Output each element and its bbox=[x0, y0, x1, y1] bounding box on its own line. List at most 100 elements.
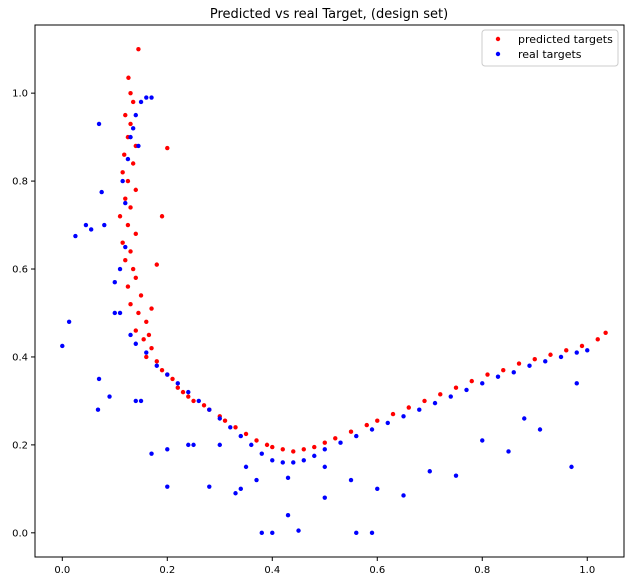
data-point bbox=[186, 389, 191, 395]
data-point bbox=[126, 75, 131, 80]
data-point bbox=[322, 440, 327, 445]
data-point bbox=[348, 429, 354, 434]
data-point bbox=[217, 442, 222, 448]
data-point bbox=[186, 442, 191, 448]
data-point bbox=[128, 332, 133, 338]
data-point bbox=[130, 161, 136, 166]
data-point bbox=[427, 469, 432, 474]
legend-label-predicted: predicted targets bbox=[518, 33, 613, 46]
data-point bbox=[270, 458, 275, 463]
data-point bbox=[291, 449, 296, 454]
data-point bbox=[96, 121, 102, 127]
data-point bbox=[144, 95, 149, 100]
data-point bbox=[285, 475, 291, 481]
data-point bbox=[259, 451, 264, 456]
data-point bbox=[170, 376, 175, 382]
data-point bbox=[238, 486, 243, 492]
data-point bbox=[123, 200, 128, 206]
data-point bbox=[120, 178, 125, 184]
data-point bbox=[401, 414, 406, 419]
x-axis: 0.0 0.2 0.4 0.6 0.8 1.0 bbox=[54, 557, 595, 576]
data-point bbox=[128, 205, 133, 210]
data-point bbox=[369, 427, 375, 432]
data-point bbox=[128, 301, 133, 307]
data-point bbox=[254, 477, 259, 483]
legend-label-real: real targets bbox=[518, 48, 582, 61]
data-point bbox=[144, 350, 149, 355]
y-tick-label: 0.4 bbox=[12, 352, 28, 363]
data-point bbox=[149, 306, 154, 311]
data-point bbox=[527, 363, 532, 368]
data-point bbox=[333, 436, 338, 441]
data-point bbox=[154, 359, 159, 364]
data-point bbox=[117, 310, 123, 316]
data-point bbox=[120, 170, 125, 175]
data-point bbox=[338, 440, 343, 445]
y-tick-label: 0.6 bbox=[12, 265, 28, 276]
data-point bbox=[154, 262, 159, 267]
data-point bbox=[133, 187, 138, 193]
data-point bbox=[125, 156, 131, 162]
data-point bbox=[159, 214, 165, 219]
data-point bbox=[228, 425, 233, 430]
data-point bbox=[238, 433, 243, 439]
data-point bbox=[291, 460, 296, 465]
data-point bbox=[585, 348, 590, 353]
data-point bbox=[233, 491, 238, 496]
data-point bbox=[464, 387, 469, 393]
data-point bbox=[375, 486, 380, 492]
data-point bbox=[138, 398, 144, 404]
y-tick-label: 0.0 bbox=[12, 528, 28, 539]
data-point bbox=[354, 530, 359, 536]
data-point bbox=[233, 425, 238, 430]
data-point bbox=[102, 222, 107, 228]
data-point bbox=[83, 222, 89, 228]
data-point bbox=[133, 231, 138, 237]
data-point bbox=[133, 112, 138, 118]
data-point bbox=[322, 447, 327, 452]
data-point bbox=[159, 367, 165, 373]
data-point bbox=[390, 411, 396, 417]
data-point bbox=[96, 376, 102, 382]
data-point bbox=[249, 442, 254, 448]
data-point bbox=[66, 319, 72, 324]
data-point bbox=[469, 378, 474, 384]
data-point bbox=[133, 328, 138, 333]
data-point bbox=[133, 275, 138, 281]
data-point bbox=[322, 464, 327, 470]
data-point bbox=[270, 530, 275, 536]
data-point bbox=[375, 418, 380, 423]
data-point bbox=[123, 244, 128, 250]
data-point bbox=[438, 392, 443, 397]
x-tick-label: 0.8 bbox=[474, 565, 490, 576]
y-tick-label: 0.8 bbox=[12, 177, 28, 188]
data-point bbox=[280, 447, 285, 452]
data-point bbox=[243, 464, 249, 470]
data-point bbox=[312, 453, 317, 459]
data-point bbox=[123, 196, 128, 201]
data-point bbox=[141, 337, 146, 342]
data-point bbox=[364, 422, 369, 428]
data-point bbox=[73, 233, 78, 239]
data-point bbox=[112, 280, 117, 285]
data-point bbox=[128, 121, 133, 127]
data-point bbox=[117, 266, 123, 272]
chart-title: Predicted vs real Target, (design set) bbox=[210, 7, 448, 22]
data-point bbox=[138, 99, 144, 105]
data-point bbox=[207, 407, 212, 412]
data-point bbox=[348, 477, 354, 483]
data-point bbox=[123, 258, 128, 263]
data-point bbox=[95, 407, 101, 412]
x-tick-label: 0.6 bbox=[369, 565, 385, 576]
data-point bbox=[579, 343, 585, 349]
data-point bbox=[222, 418, 228, 423]
data-point bbox=[133, 398, 138, 404]
data-point bbox=[511, 370, 516, 375]
data-point bbox=[144, 354, 149, 360]
data-point bbox=[385, 420, 390, 426]
data-point bbox=[165, 372, 170, 377]
data-point bbox=[154, 363, 159, 368]
series-layer bbox=[60, 46, 608, 536]
plot-frame bbox=[34, 24, 625, 558]
